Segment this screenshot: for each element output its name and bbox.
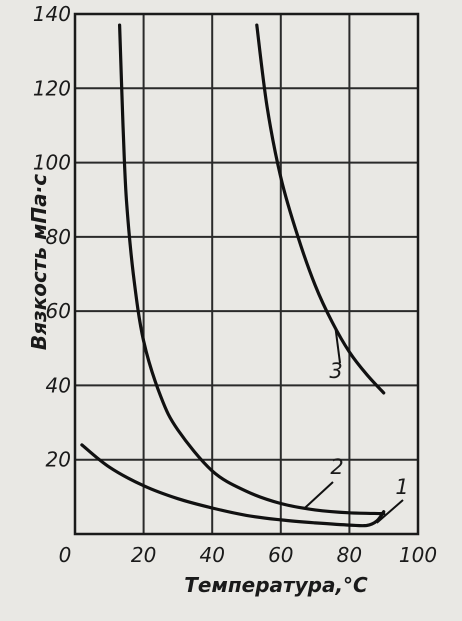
curve-label-leader-2 <box>304 481 334 509</box>
y-axis-label: Вязкость мПа·с <box>27 174 51 350</box>
curve-label-leader-1 <box>376 499 404 524</box>
x-axis-label: Температура,°С <box>184 573 368 597</box>
curve-label-3: 3 <box>329 359 342 383</box>
y-tick-label-60: 60 <box>46 299 71 323</box>
curve-label-leader-3 <box>334 329 341 364</box>
curves-group <box>80 23 386 528</box>
y-tick-label-120: 120 <box>33 76 71 100</box>
x-tick-label-100: 100 <box>399 543 437 567</box>
plot-frame <box>73 12 420 536</box>
x-tick-label-0: 0 <box>59 543 72 567</box>
curve-2 <box>118 23 386 516</box>
curve-label-1: 1 <box>395 475 408 499</box>
y-tick-label-80: 80 <box>46 225 71 249</box>
x-tick-label-60: 60 <box>268 543 293 567</box>
curve-labels: 1 2 3 <box>304 329 409 524</box>
y-tick-label-20: 20 <box>46 448 71 472</box>
curve-3 <box>255 23 386 395</box>
grid-lines <box>75 14 418 534</box>
curve-1 <box>80 443 386 528</box>
x-tick-label-20: 20 <box>131 543 156 567</box>
x-tick-label-80: 80 <box>337 543 362 567</box>
y-tick-label-40: 40 <box>46 373 71 397</box>
x-tick-labels: 0 20 40 60 80 100 <box>59 543 437 567</box>
x-tick-label-40: 40 <box>199 543 224 567</box>
y-tick-label-100: 100 <box>33 151 71 175</box>
curve-label-2: 2 <box>330 455 343 479</box>
y-tick-labels: 20 40 60 80 100 120 140 <box>33 2 71 472</box>
y-tick-label-140: 140 <box>33 2 71 26</box>
